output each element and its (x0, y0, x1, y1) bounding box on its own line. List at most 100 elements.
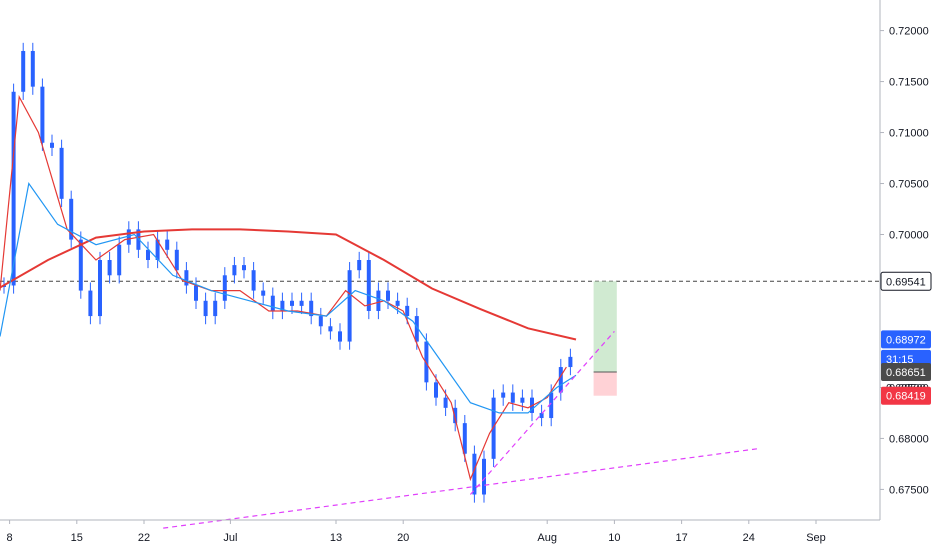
candle-body[interactable] (376, 290, 381, 311)
time-tick-label: 24 (743, 532, 755, 544)
time-tick-label: Sep (806, 532, 826, 544)
candle-body[interactable] (434, 382, 438, 398)
candle-body[interactable] (270, 295, 275, 311)
price-tick-label: 0.70500 (889, 179, 929, 191)
candle-body[interactable] (251, 270, 256, 291)
candle-body[interactable] (98, 260, 102, 317)
candle-body[interactable] (117, 244, 122, 276)
time-tick-label: 8 (7, 532, 13, 544)
candle-body[interactable] (146, 249, 150, 260)
candle-body[interactable] (59, 147, 64, 199)
candle-body[interactable] (232, 265, 237, 276)
price-label: 0.69541 (880, 271, 932, 291)
candle-body[interactable] (299, 300, 304, 306)
candle-body[interactable] (184, 270, 189, 286)
candle-body[interactable] (328, 326, 333, 332)
candle-body[interactable] (366, 260, 371, 311)
candle-body[interactable] (491, 397, 496, 459)
price-label-bg (881, 386, 931, 405)
candle-body[interactable] (213, 300, 218, 317)
candle-body[interactable] (203, 300, 208, 317)
time-tick-label: Aug (537, 532, 557, 544)
candle-body[interactable] (290, 300, 294, 306)
plot-area[interactable] (0, 42, 880, 529)
candle-body[interactable] (347, 270, 352, 342)
candle-body[interactable] (88, 290, 93, 317)
candle-body[interactable] (30, 50, 35, 87)
price-axis[interactable]: 0.720000.715000.710000.705000.700000.685… (879, 0, 932, 520)
trend-line[interactable] (163, 448, 759, 529)
candle-body[interactable] (395, 300, 400, 306)
price-tick-label: 0.68000 (889, 433, 929, 445)
candle-body[interactable] (21, 50, 26, 92)
candle-body[interactable] (174, 249, 179, 271)
candle-body[interactable] (424, 341, 429, 383)
price-label-bg (881, 363, 931, 382)
price-tick-label: 0.71000 (889, 128, 929, 140)
price-label: 0.68651 (881, 363, 931, 382)
price-label-text: 0.68972 (886, 334, 926, 346)
time-tick-label: 22 (138, 532, 150, 544)
candle-body[interactable] (472, 453, 477, 495)
moving-average-line[interactable] (0, 181, 577, 414)
price-label-bg (881, 330, 931, 349)
price-label-text: 0.69541 (886, 276, 926, 288)
price-label: 0.68419 (881, 386, 931, 405)
candle-body[interactable] (482, 458, 486, 495)
candle-body[interactable] (126, 229, 131, 245)
position-profit-zone[interactable] (593, 281, 617, 373)
price-tick-label: 0.71500 (889, 77, 929, 89)
time-tick-label: 20 (397, 532, 409, 544)
candle-body[interactable] (261, 290, 266, 296)
candle-body[interactable] (338, 331, 342, 342)
candle-body[interactable] (443, 397, 448, 408)
candle-body[interactable] (405, 305, 410, 317)
candle-body[interactable] (318, 316, 323, 327)
candle-body[interactable] (222, 275, 227, 301)
candle-body[interactable] (309, 300, 314, 317)
candle-body[interactable] (78, 239, 83, 291)
candle-body[interactable] (501, 392, 506, 398)
candle-body[interactable] (280, 300, 285, 311)
price-tick-label: 0.70000 (889, 230, 929, 242)
trend-line[interactable] (469, 330, 615, 495)
price-label-text: 31:15 (886, 354, 914, 366)
candle-body[interactable] (462, 423, 467, 454)
moving-average-line[interactable] (0, 228, 577, 341)
price-tick-label: 0.67500 (889, 484, 929, 496)
price-label-text: 0.68419 (886, 391, 926, 403)
candle-body[interactable] (414, 316, 419, 342)
candle-body[interactable] (11, 91, 16, 286)
candle-body[interactable] (510, 392, 515, 403)
candle-body[interactable] (453, 407, 458, 424)
time-axis[interactable]: 8 15 22 Jul 13 20 Aug 10 17 24 Sep (0, 519, 880, 544)
price-label: 0.68972 (881, 330, 931, 349)
candle-body[interactable] (107, 260, 112, 276)
price-label-text: 0.68651 (886, 367, 926, 379)
candle-body[interactable] (549, 392, 554, 419)
candle-body[interactable] (165, 239, 170, 250)
candle-body[interactable] (520, 397, 525, 403)
price-label-bg (880, 271, 932, 291)
candle-body[interactable] (242, 265, 246, 271)
candle-body[interactable] (155, 239, 160, 260)
time-tick-label: 17 (675, 532, 687, 544)
time-tick-label: 13 (330, 532, 342, 544)
candle-body[interactable] (386, 290, 390, 301)
candle-body[interactable] (194, 285, 198, 301)
moving-average-line[interactable] (0, 94, 567, 482)
candle-body[interactable] (50, 142, 54, 148)
position-loss-zone[interactable] (593, 372, 617, 396)
candle-body[interactable] (40, 86, 45, 143)
price-tick-label: 0.72000 (889, 26, 929, 38)
candle-body[interactable] (539, 412, 544, 419)
candle-body[interactable] (357, 260, 362, 271)
time-tick-label: 15 (71, 532, 83, 544)
time-tick-label: 10 (608, 532, 620, 544)
candle-body[interactable] (558, 367, 563, 393)
candle-body[interactable] (69, 198, 74, 240)
candle-body[interactable] (568, 356, 573, 368)
time-tick-label: Jul (223, 532, 237, 544)
